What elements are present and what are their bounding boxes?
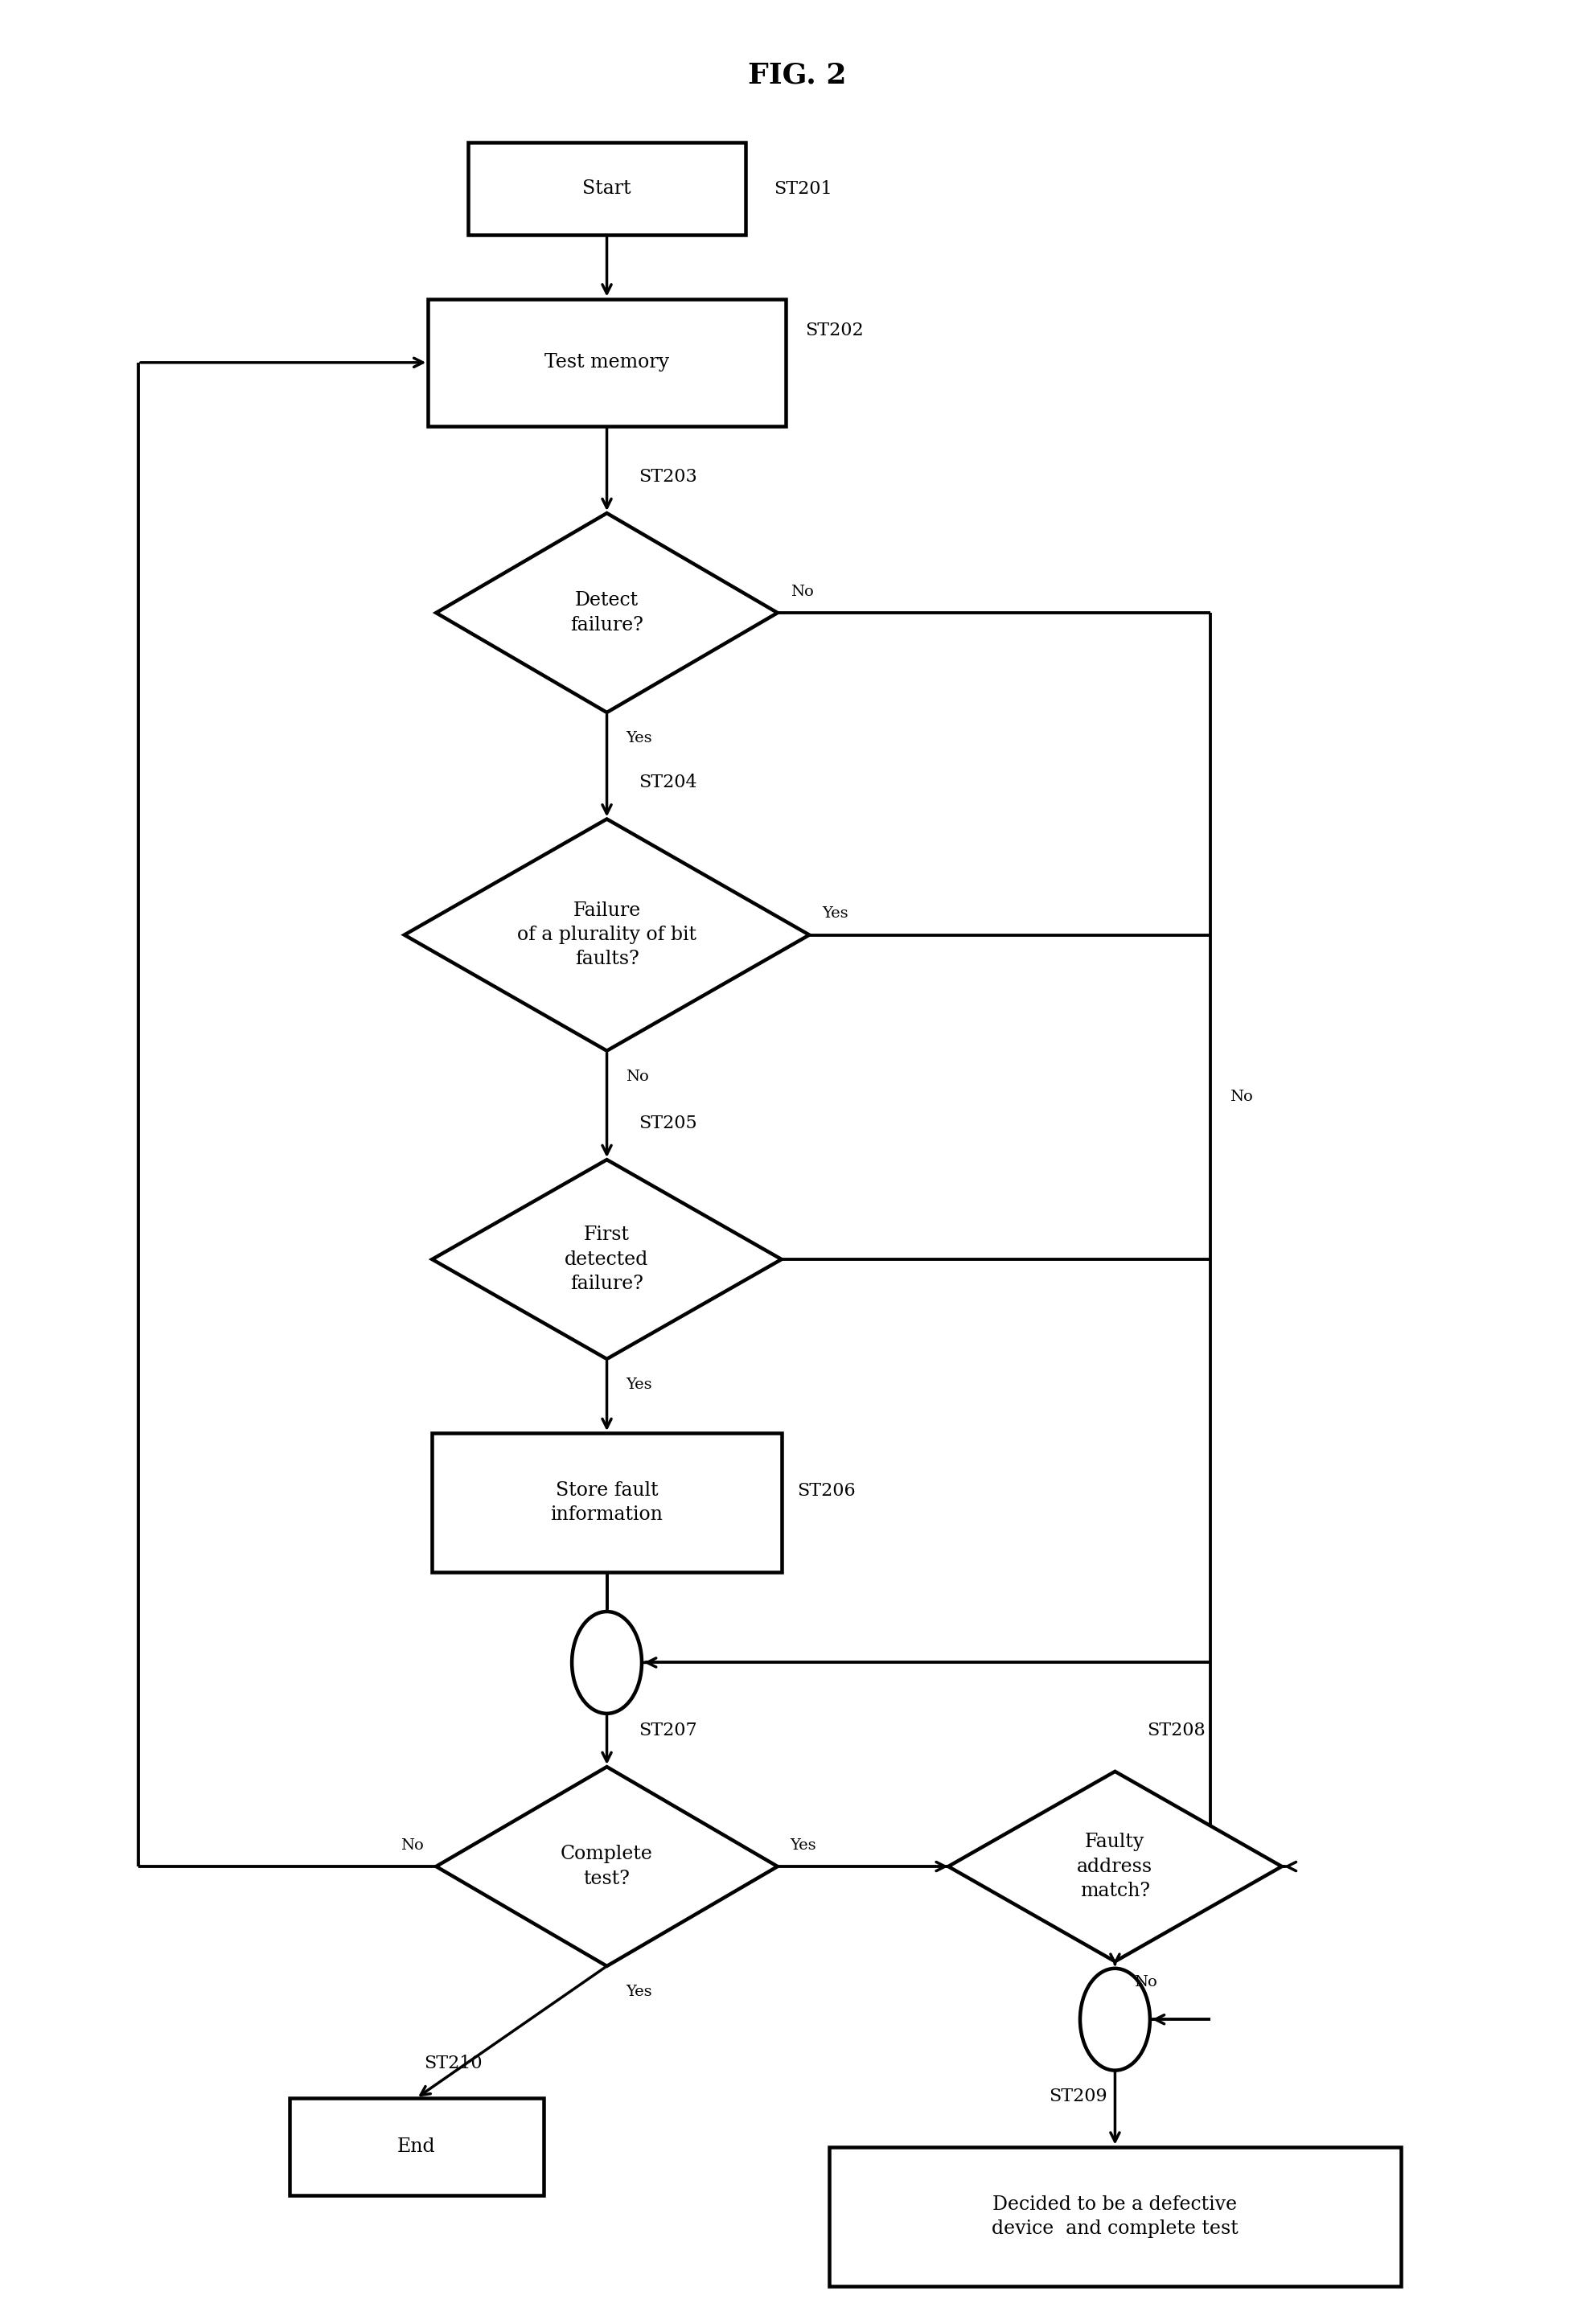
Text: ST210: ST210 bbox=[424, 2054, 483, 2073]
Text: ST205: ST205 bbox=[638, 1113, 697, 1132]
Text: ST201: ST201 bbox=[773, 179, 832, 198]
FancyBboxPatch shape bbox=[432, 1434, 781, 1571]
Text: Start: Start bbox=[582, 179, 631, 198]
Text: Test memory: Test memory bbox=[544, 353, 669, 372]
Text: No: No bbox=[1229, 1090, 1251, 1104]
Polygon shape bbox=[948, 1771, 1282, 1961]
Text: Yes: Yes bbox=[625, 1985, 652, 1999]
Text: No: No bbox=[400, 1838, 422, 1852]
Text: No: No bbox=[791, 583, 813, 600]
Text: Store fault
information: Store fault information bbox=[550, 1480, 663, 1525]
Text: No: No bbox=[625, 1069, 649, 1083]
FancyBboxPatch shape bbox=[427, 300, 786, 425]
FancyBboxPatch shape bbox=[467, 142, 746, 235]
Text: ST209: ST209 bbox=[1049, 2087, 1106, 2106]
Text: FIG. 2: FIG. 2 bbox=[748, 60, 846, 88]
Text: Failure
of a plurality of bit
faults?: Failure of a plurality of bit faults? bbox=[516, 902, 697, 969]
Text: Yes: Yes bbox=[625, 1378, 652, 1392]
Text: Detect
failure?: Detect failure? bbox=[571, 590, 642, 634]
Text: End: End bbox=[397, 2138, 435, 2157]
Polygon shape bbox=[405, 818, 808, 1050]
Text: Complete
test?: Complete test? bbox=[561, 1845, 652, 1887]
Text: Yes: Yes bbox=[625, 732, 652, 746]
Polygon shape bbox=[432, 1160, 781, 1360]
FancyBboxPatch shape bbox=[289, 2099, 544, 2196]
Text: ST204: ST204 bbox=[638, 774, 697, 790]
FancyBboxPatch shape bbox=[829, 2147, 1400, 2287]
Text: ST202: ST202 bbox=[805, 321, 864, 339]
Text: ST206: ST206 bbox=[797, 1483, 856, 1499]
Text: ST207: ST207 bbox=[638, 1722, 697, 1738]
Polygon shape bbox=[435, 1766, 778, 1966]
Polygon shape bbox=[435, 514, 778, 713]
Text: First
detected
failure?: First detected failure? bbox=[564, 1225, 649, 1292]
Text: Decided to be a defective
device  and complete test: Decided to be a defective device and com… bbox=[991, 2194, 1239, 2238]
Text: Yes: Yes bbox=[791, 1838, 816, 1852]
Text: ST203: ST203 bbox=[638, 467, 697, 486]
Text: Yes: Yes bbox=[821, 906, 848, 920]
Text: Faulty
address
match?: Faulty address match? bbox=[1076, 1834, 1152, 1901]
Text: No: No bbox=[1133, 1975, 1157, 1989]
Text: ST208: ST208 bbox=[1146, 1722, 1205, 1738]
